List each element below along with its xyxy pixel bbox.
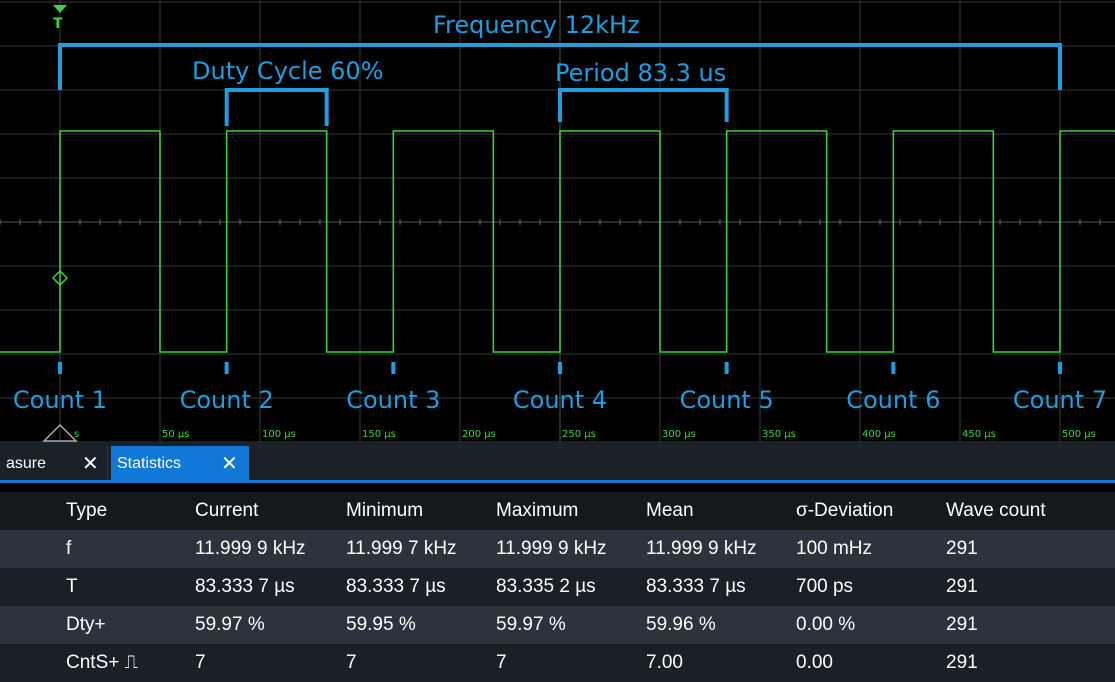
table-cell: 59.97 %: [195, 614, 265, 635]
time-tick-label: 150 µs: [362, 429, 396, 440]
table-cell: 7.00: [646, 652, 683, 673]
statistics-table: Type Current Minimum Maximum Mean σ-Devi…: [0, 483, 1115, 682]
close-icon[interactable]: ✕: [82, 453, 99, 475]
tab-measure-label: asure: [6, 455, 47, 472]
column-header: Current: [195, 500, 259, 521]
table-cell: 59.95 %: [346, 614, 416, 635]
column-header: Type: [66, 500, 108, 521]
tab-statistics[interactable]: Statistics ✕: [111, 446, 249, 482]
table-cell: 7: [496, 652, 507, 673]
table-cell: f: [66, 538, 72, 559]
column-header: σ-Deviation: [796, 500, 894, 521]
tab-underline: [0, 480, 1115, 483]
table-cell: 83.335 2 µs: [496, 576, 596, 597]
time-tick-label: 300 µs: [662, 429, 696, 440]
table-cell: 700 ps: [796, 576, 854, 597]
table-cell: Dty+: [66, 614, 106, 635]
time-tick-label: 250 µs: [562, 429, 596, 440]
table-cell: 83.333 7 µs: [195, 576, 295, 597]
count-labels: Count 1 Count 2 Count 3 Count 4 Count 5 Count…: [13, 362, 1107, 414]
close-icon[interactable]: ✕: [221, 453, 238, 475]
tab-measure[interactable]: asure ✕: [0, 446, 108, 482]
period-bracket: [557, 88, 729, 122]
waveform-plot: Frequency 12kHz Duty Cycle 60% Period 83…: [0, 0, 1115, 442]
table-row[interactable]: Dty+ 59.97 % 59.95 % 59.97 % 59.96 % 0.0…: [0, 606, 1115, 644]
table-cell: 291: [946, 652, 978, 673]
count-label: Count 6: [846, 386, 940, 414]
duty-cycle-bracket: [224, 88, 329, 126]
table-cell: 59.96 %: [646, 614, 716, 635]
table-cell: 83.333 7 µs: [346, 576, 446, 597]
panel-tabs: asure ✕ Statistics ✕: [0, 442, 1115, 482]
trigger-label: T: [53, 16, 63, 32]
column-header: Maximum: [496, 500, 579, 521]
frequency-annotation: Frequency 12kHz: [433, 11, 640, 39]
table-cell: 0.00: [796, 652, 833, 673]
table-cell: 83.333 7 µs: [646, 576, 746, 597]
table-cell: 11.999 9 kHz: [646, 538, 757, 559]
table-cell: 11.999 9 kHz: [496, 538, 607, 559]
column-header: Wave count: [946, 500, 1046, 521]
time-tick-label: 400 µs: [862, 429, 896, 440]
duty-cycle-annotation: Duty Cycle 60%: [192, 57, 384, 85]
table-cell: T: [66, 576, 78, 597]
ground-level-marker-icon[interactable]: [51, 269, 69, 287]
table-cell: 291: [946, 538, 978, 559]
table-cell: 11.999 7 kHz: [346, 538, 457, 559]
trigger-position-marker-icon[interactable]: [42, 423, 78, 442]
count-label: Count 7: [1013, 386, 1107, 414]
time-tick-label: 350 µs: [762, 429, 796, 440]
table-row[interactable]: f 11.999 9 kHz 11.999 7 kHz 11.999 9 kHz…: [0, 530, 1115, 568]
count-label: Count 5: [680, 386, 774, 414]
count-label: Count 2: [180, 386, 274, 414]
period-annotation: Period 83.3 us: [555, 59, 726, 87]
count-label: Count 3: [346, 386, 440, 414]
count-label: Count 1: [13, 386, 107, 414]
table-row[interactable]: T 83.333 7 µs 83.333 7 µs 83.335 2 µs 83…: [0, 568, 1115, 606]
time-tick-label: 450 µs: [962, 429, 996, 440]
time-axis-ticks: s 50 µs 100 µs 150 µs 200 µs 250 µs 300 µs 350 …: [74, 429, 1096, 440]
table-cell: 7: [346, 652, 357, 673]
table-cell: 59.97 %: [496, 614, 566, 635]
trigger-marker-icon[interactable]: [53, 5, 67, 13]
time-tick-label: 500 µs: [1062, 429, 1096, 440]
measurement-brackets: [58, 43, 1062, 126]
time-tick-label: 200 µs: [462, 429, 496, 440]
column-header: Mean: [646, 500, 694, 521]
oscilloscope-display[interactable]: Frequency 12kHz Duty Cycle 60% Period 83…: [0, 0, 1115, 442]
tab-statistics-label: Statistics: [117, 455, 182, 472]
time-tick-label: 100 µs: [262, 429, 296, 440]
table-cell: 11.999 9 kHz: [195, 538, 306, 559]
count-label: Count 4: [513, 386, 607, 414]
table-cell: 0.00 %: [796, 614, 856, 635]
table-cell: 291: [946, 576, 978, 597]
frequency-bracket: [58, 43, 1062, 90]
waveform-trace: [0, 130, 1115, 353]
table-cell: 100 mHz: [796, 538, 873, 559]
table-row[interactable]: CntS+ ⎍ 7 7 7 7.00 0.00 291: [0, 644, 1115, 682]
square-wave-signal: [0, 130, 1115, 353]
table-cell: 291: [946, 614, 978, 635]
time-tick-label: 50 µs: [162, 429, 189, 440]
table-cell: CntS+ ⎍: [66, 652, 138, 673]
table-header: Type Current Minimum Maximum Mean σ-Devi…: [0, 492, 1115, 530]
column-header: Minimum: [346, 500, 424, 521]
table-cell: 7: [195, 652, 206, 673]
time-tick-label: s: [74, 429, 79, 440]
